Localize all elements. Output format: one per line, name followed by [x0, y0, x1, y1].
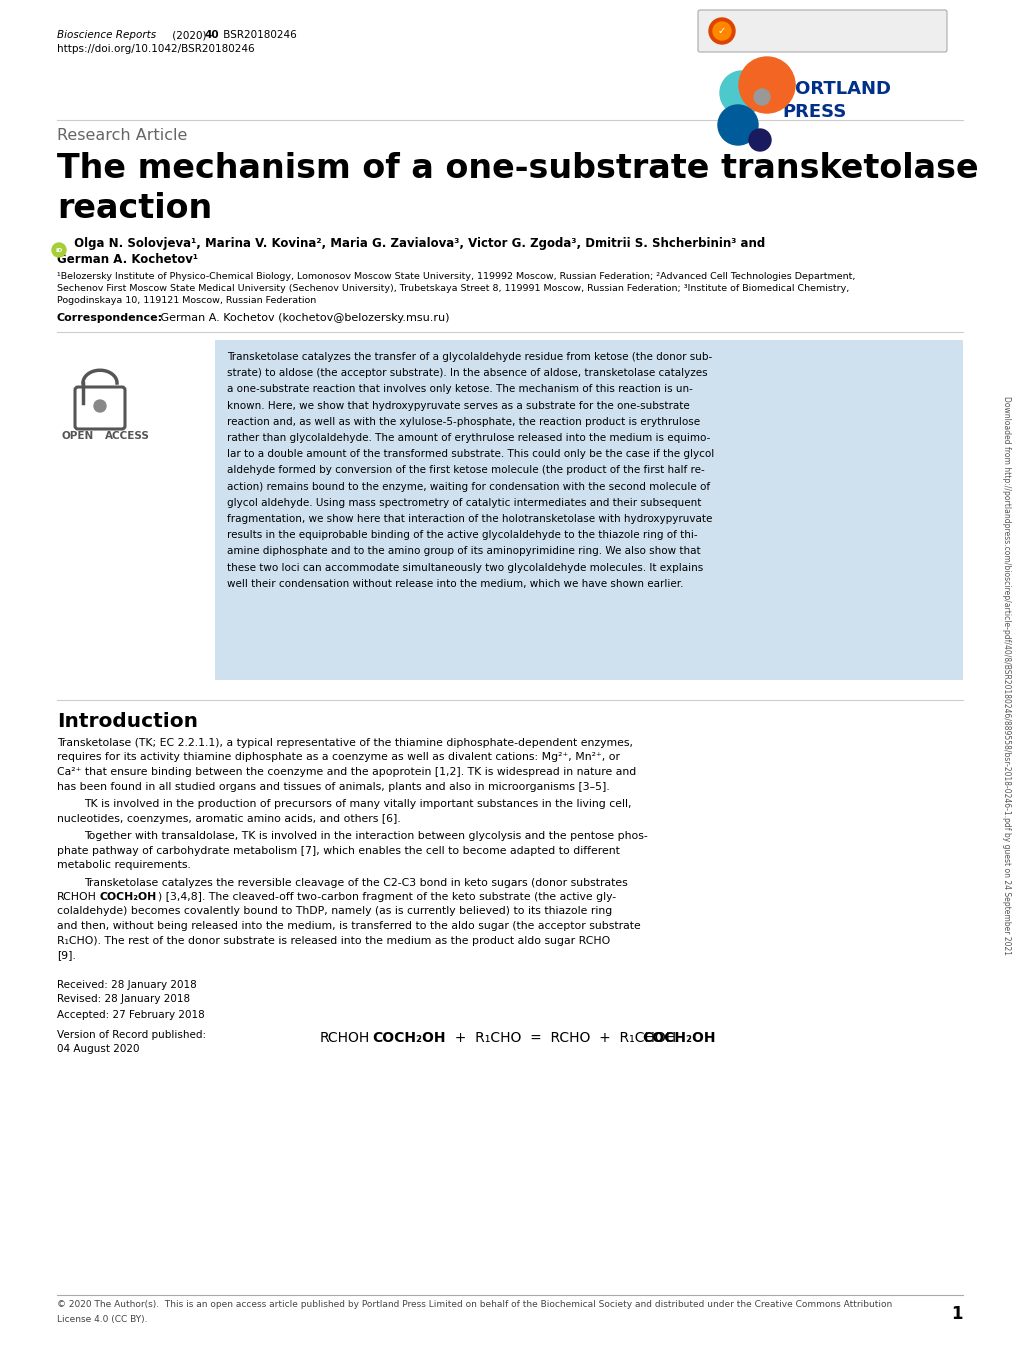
Text: [9].: [9]. [57, 950, 75, 960]
Text: ¹Belozersky Institute of Physico-Chemical Biology, Lomonosov Moscow State Univer: ¹Belozersky Institute of Physico-Chemica… [57, 271, 855, 281]
Text: Check for updates: Check for updates [739, 22, 847, 35]
Text: a one-substrate reaction that involves only ketose. The mechanism of this reacti: a one-substrate reaction that involves o… [227, 385, 692, 394]
Text: R₁CHO). The rest of the donor substrate is released into the medium as the produ: R₁CHO). The rest of the donor substrate … [57, 936, 609, 945]
Text: nucleotides, coenzymes, aromatic amino acids, and others [6].: nucleotides, coenzymes, aromatic amino a… [57, 814, 400, 824]
Text: iD: iD [55, 247, 62, 252]
Text: TK is involved in the production of precursors of many vitally important substan: TK is involved in the production of prec… [84, 799, 631, 809]
Text: results in the equiprobable binding of the active glycolaldehyde to the thiazole: results in the equiprobable binding of t… [227, 531, 697, 540]
Text: ) [3,4,8]. The cleaved-off two-carbon fragment of the keto substrate (the active: ) [3,4,8]. The cleaved-off two-carbon fr… [158, 892, 615, 902]
Text: has been found in all studied organs and tissues of animals, plants and also in : has been found in all studied organs and… [57, 782, 609, 791]
Text: Version of Record published:: Version of Record published: [57, 1030, 206, 1040]
Text: ACCESS: ACCESS [105, 431, 150, 441]
Text: glycol aldehyde. Using mass spectrometry of catalytic intermediates and their su: glycol aldehyde. Using mass spectrometry… [227, 498, 701, 508]
Text: Together with transaldolase, TK is involved in the interaction between glycolysi: Together with transaldolase, TK is invol… [84, 832, 647, 841]
Text: metabolic requirements.: metabolic requirements. [57, 860, 191, 869]
Circle shape [52, 243, 66, 256]
Text: https://doi.org/10.1042/BSR20180246: https://doi.org/10.1042/BSR20180246 [57, 45, 255, 54]
Text: action) remains bound to the enzyme, waiting for condensation with the second mo: action) remains bound to the enzyme, wai… [227, 482, 709, 491]
Text: Correspondence:: Correspondence: [57, 313, 163, 323]
Circle shape [748, 130, 770, 151]
FancyBboxPatch shape [697, 9, 946, 53]
Text: 40: 40 [205, 30, 219, 40]
Text: German A. Kochetov¹: German A. Kochetov¹ [57, 252, 198, 266]
FancyBboxPatch shape [215, 340, 962, 680]
Text: License 4.0 (CC BY).: License 4.0 (CC BY). [57, 1315, 148, 1324]
Text: RCHOH: RCHOH [320, 1031, 370, 1045]
Text: well their condensation without release into the medium, which we have shown ear: well their condensation without release … [227, 579, 683, 589]
Text: Accepted: 27 February 2018: Accepted: 27 February 2018 [57, 1010, 205, 1019]
Text: Bioscience Reports: Bioscience Reports [57, 30, 156, 40]
Text: reaction and, as well as with the xylulose-5-phosphate, the reaction product is : reaction and, as well as with the xylulo… [227, 417, 699, 427]
Text: known. Here, we show that hydroxypyruvate serves as a substrate for the one-subs: known. Here, we show that hydroxypyruvat… [227, 401, 689, 410]
Text: fragmentation, we show here that interaction of the holotransketolase with hydro: fragmentation, we show here that interac… [227, 514, 711, 524]
Text: Ca²⁺ that ensure binding between the coenzyme and the apoprotein [1,2]. TK is wi: Ca²⁺ that ensure binding between the coe… [57, 767, 636, 778]
Text: Revised: 28 January 2018: Revised: 28 January 2018 [57, 995, 190, 1004]
Text: 1: 1 [951, 1305, 962, 1323]
Text: Introduction: Introduction [57, 711, 198, 730]
Circle shape [719, 72, 763, 115]
Text: Transketolase catalyzes the transfer of a glycolaldehyde residue from ketose (th: Transketolase catalyzes the transfer of … [227, 352, 711, 362]
Circle shape [753, 89, 769, 105]
Text: PORTLAND: PORTLAND [782, 80, 891, 99]
Text: phate pathway of carbohydrate metabolism [7], which enables the cell to become a: phate pathway of carbohydrate metabolism… [57, 845, 620, 856]
Text: Pogodinskaya 10, 119121 Moscow, Russian Federation: Pogodinskaya 10, 119121 Moscow, Russian … [57, 296, 316, 305]
Text: Research Article: Research Article [57, 128, 187, 143]
Text: Transketolase catalyzes the reversible cleavage of the C2-C3 bond in keto sugars: Transketolase catalyzes the reversible c… [84, 878, 627, 887]
Text: Downloaded from http://portlandpress.com/bioscirep/article-pdf/40/8/BSR20180246/: Downloaded from http://portlandpress.com… [1002, 396, 1011, 954]
Text: RCHOH: RCHOH [57, 892, 97, 902]
Text: PRESS: PRESS [782, 103, 846, 122]
Text: © 2020 The Author(s).  This is an open access article published by Portland Pres: © 2020 The Author(s). This is an open ac… [57, 1300, 892, 1310]
Circle shape [708, 18, 735, 45]
Circle shape [717, 105, 757, 144]
Circle shape [94, 400, 106, 412]
Text: and then, without being released into the medium, is transferred to the aldo sug: and then, without being released into th… [57, 921, 640, 931]
Text: The mechanism of a one-substrate transketolase: The mechanism of a one-substrate transke… [57, 153, 977, 185]
Text: amine diphosphate and to the amino group of its aminopyrimidine ring. We also sh: amine diphosphate and to the amino group… [227, 547, 700, 556]
Text: ✓: ✓ [717, 26, 726, 36]
Text: Transketolase (TK; EC 2.2.1.1), a typical representative of the thiamine diphosp: Transketolase (TK; EC 2.2.1.1), a typica… [57, 738, 633, 748]
Text: requires for its activity thiamine diphosphate as a coenzyme as well as divalent: requires for its activity thiamine dipho… [57, 752, 620, 763]
Circle shape [712, 22, 731, 40]
Text: BSR20180246: BSR20180246 [220, 30, 297, 40]
FancyBboxPatch shape [75, 387, 125, 429]
Text: lar to a double amount of the transformed substrate. This could only be the case: lar to a double amount of the transforme… [227, 450, 713, 459]
Text: colaldehyde) becomes covalently bound to ThDP, namely (as is currently believed): colaldehyde) becomes covalently bound to… [57, 906, 611, 917]
Text: 04 August 2020: 04 August 2020 [57, 1045, 140, 1054]
Text: strate) to aldose (the acceptor substrate). In the absence of aldose, transketol: strate) to aldose (the acceptor substrat… [227, 369, 707, 378]
Text: German A. Kochetov (kochetov@belozersky.msu.ru): German A. Kochetov (kochetov@belozersky.… [157, 313, 449, 323]
Text: COCH₂OH: COCH₂OH [372, 1031, 445, 1045]
Text: reaction: reaction [57, 192, 212, 225]
Circle shape [739, 57, 794, 113]
Text: Sechenov First Moscow State Medical University (Sechenov University), Trubetskay: Sechenov First Moscow State Medical Univ… [57, 284, 849, 293]
Text: OPEN: OPEN [62, 431, 94, 441]
Text: aldehyde formed by conversion of the first ketose molecule (the product of the f: aldehyde formed by conversion of the fir… [227, 466, 704, 475]
Text: COCH₂OH: COCH₂OH [100, 892, 157, 902]
Text: these two loci can accommodate simultaneously two glycolaldehyde molecules. It e: these two loci can accommodate simultane… [227, 563, 702, 572]
Text: Received: 28 January 2018: Received: 28 January 2018 [57, 980, 197, 990]
Text: rather than glycolaldehyde. The amount of erythrulose released into the medium i: rather than glycolaldehyde. The amount o… [227, 433, 709, 443]
Text: (2020): (2020) [169, 30, 210, 40]
Text: +  R₁CHO  =  RCHO  +  R₁CHOH: + R₁CHO = RCHO + R₁CHOH [445, 1031, 676, 1045]
Text: COCH₂OH: COCH₂OH [641, 1031, 714, 1045]
Text: Olga N. Solovjeva¹, Marina V. Kovina², Maria G. Zavialova³, Victor G. Zgoda³, Dm: Olga N. Solovjeva¹, Marina V. Kovina², M… [70, 238, 764, 250]
